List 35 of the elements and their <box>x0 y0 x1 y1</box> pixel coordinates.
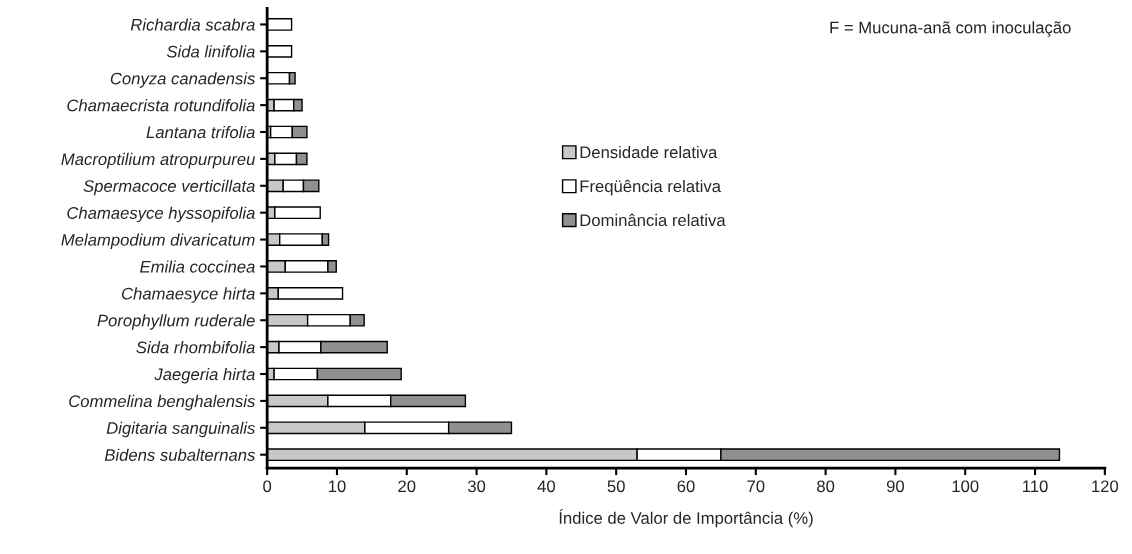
y-tick-label: Sida linifolia <box>166 45 255 58</box>
x-tick-label: 70 <box>747 480 765 493</box>
x-tick-label: 30 <box>467 480 486 493</box>
y-tick-label: Porophyllum ruderale <box>97 314 255 330</box>
x-tick-label: 120 <box>1092 480 1119 493</box>
x-tick-label: 10 <box>328 480 346 493</box>
x-tick-label: 100 <box>952 480 979 493</box>
x-tick-label: 110 <box>1023 480 1048 493</box>
y-tick-label: Commelina benghalensis <box>69 394 256 411</box>
x-tick-label: 40 <box>537 480 555 493</box>
legend-label: Dominância relativa <box>580 213 726 227</box>
y-tick-label: Sida rhombifolia <box>136 341 255 354</box>
y-tick-label: Chamaesyce hyssopifolia <box>67 206 255 223</box>
x-tick-label: 0 <box>263 480 272 493</box>
y-tick-label: Chamaesyce hirta <box>121 287 255 303</box>
legend-label: Freqüência relativa <box>580 179 721 196</box>
y-tick-label: Bidens subalternans <box>104 448 256 461</box>
y-tick-label: Digitaria sanguinalis <box>106 421 256 438</box>
y-tick-label: Lantana trifolia <box>146 125 255 139</box>
x-tick-label: 80 <box>817 480 835 493</box>
y-tick-label: Macroptilium atropurpureu <box>61 152 256 169</box>
y-tick-label: Jaegeria hirta <box>154 367 255 384</box>
x-tick-label: 90 <box>886 480 905 493</box>
y-tick-label: Chamaecrista rotundifolia <box>67 99 255 112</box>
y-tick-label: Richardia scabra <box>130 18 255 31</box>
x-tick-label: 20 <box>398 480 416 493</box>
y-tick-label: Emilia coccinea <box>140 260 255 273</box>
y-tick-label: Conyza canadensis <box>110 72 256 88</box>
y-tick-label: Spermacoce verticillata <box>83 179 255 196</box>
x-tick-label: 60 <box>677 480 695 493</box>
legend-label: Densidade relativa <box>580 145 718 159</box>
x-axis-title: Índice de Valor de Importância (%) <box>559 509 813 528</box>
annotation: F = Mucuna-anã com inoculação <box>830 21 1071 37</box>
x-tick-label: 50 <box>607 480 625 493</box>
y-tick-label: Melampodium divaricatum <box>61 233 255 250</box>
